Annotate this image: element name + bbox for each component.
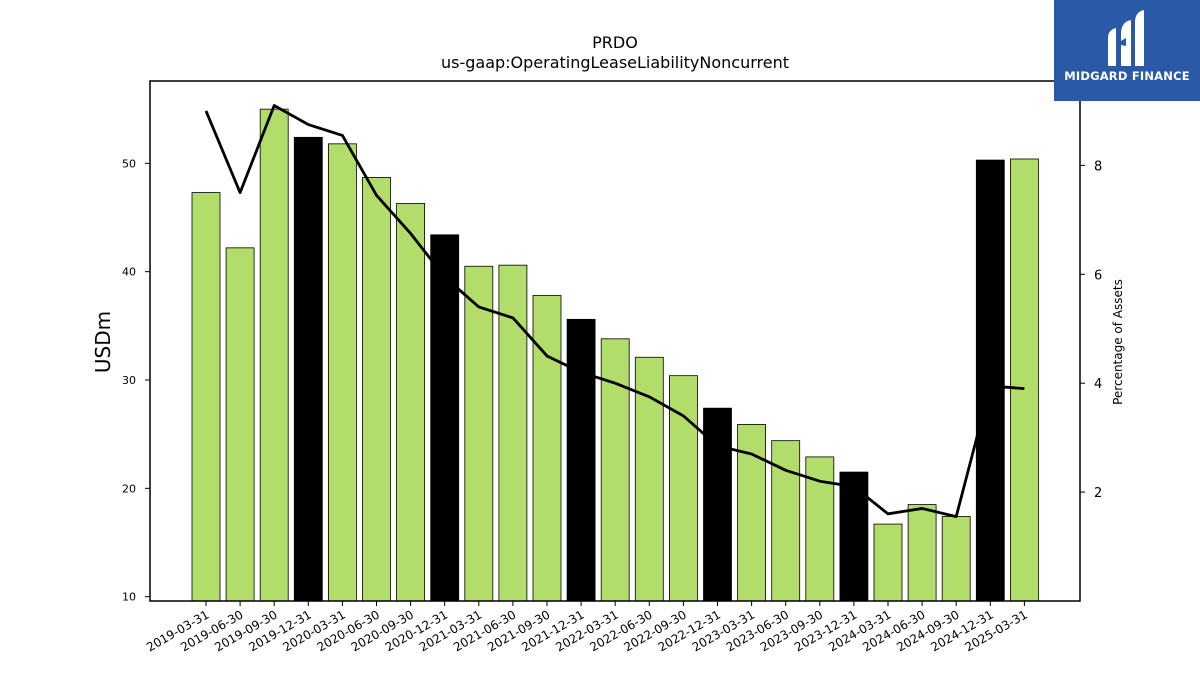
chart-subtitle: us-gaap:OperatingLeaseLiabilityNoncurren… xyxy=(441,53,789,72)
y2-tick-label: 6 xyxy=(1094,268,1102,283)
bar xyxy=(600,338,630,602)
bar xyxy=(191,192,221,602)
brand-logo-icon xyxy=(1108,10,1144,66)
y2-tick-label: 8 xyxy=(1094,159,1102,174)
y2-tick-label: 2 xyxy=(1094,486,1102,501)
bar xyxy=(498,264,528,602)
bar xyxy=(532,295,562,602)
brand-name: MIDGARD FINANCE xyxy=(1064,69,1190,83)
bar xyxy=(259,108,289,602)
bar xyxy=(362,177,391,602)
bar xyxy=(1010,158,1039,602)
bar xyxy=(975,159,1005,602)
y-tick-label: 10 xyxy=(122,591,136,604)
bar xyxy=(941,516,971,602)
y2-axis-label: Percentage of Assets xyxy=(1111,279,1125,405)
bar xyxy=(873,523,903,602)
y-tick-label: 20 xyxy=(122,482,136,495)
y2-tick-label: 4 xyxy=(1094,377,1102,392)
bar xyxy=(430,234,460,602)
bar xyxy=(703,407,732,602)
bar xyxy=(464,265,494,602)
bar xyxy=(225,247,255,602)
bar xyxy=(669,375,698,602)
bar xyxy=(566,318,596,602)
bar xyxy=(293,136,323,602)
chart-title: PRDO xyxy=(592,33,638,52)
y-tick-label: 50 xyxy=(122,157,136,170)
y-tick-label: 30 xyxy=(122,374,136,387)
y-tick-label: 40 xyxy=(122,266,136,279)
brand-logo: MIDGARD FINANCE xyxy=(1054,0,1200,101)
bar xyxy=(327,143,357,602)
bar xyxy=(907,504,937,602)
y-axis-label: USDm xyxy=(91,311,115,373)
bar xyxy=(839,471,869,602)
line-series-path xyxy=(204,104,1025,519)
bar xyxy=(396,203,426,602)
